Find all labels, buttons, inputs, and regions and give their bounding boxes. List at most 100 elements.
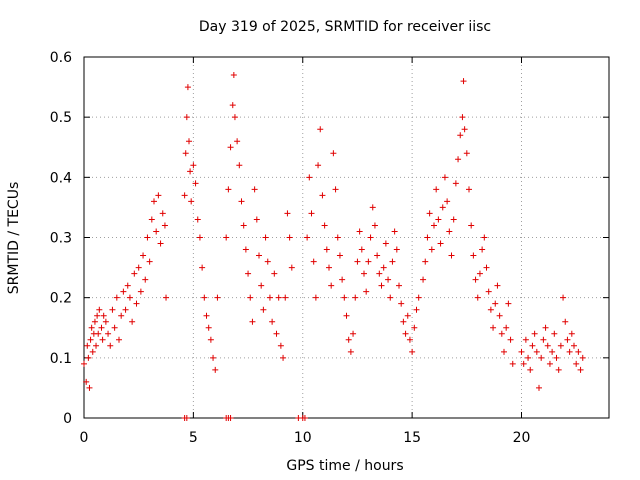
data-point — [135, 264, 142, 271]
data-point — [190, 162, 197, 169]
data-point — [577, 366, 584, 373]
data-point — [120, 288, 127, 295]
data-point — [98, 324, 105, 331]
data-point — [457, 132, 464, 139]
data-point — [194, 216, 201, 223]
data-point — [531, 330, 538, 337]
data-point — [159, 210, 166, 217]
data-point — [247, 294, 254, 301]
data-point — [466, 186, 472, 193]
data-point — [245, 270, 252, 277]
data-point — [536, 384, 542, 391]
y-tick-label: 0.3 — [50, 231, 72, 247]
data-point — [378, 282, 385, 289]
data-point — [161, 222, 168, 229]
data-point — [116, 336, 122, 343]
data-point — [518, 348, 525, 355]
data-point — [560, 294, 567, 301]
data-point — [223, 234, 230, 241]
data-point — [84, 342, 91, 349]
data-point — [321, 222, 328, 229]
data-point — [137, 288, 144, 295]
data-point — [89, 348, 96, 355]
data-point — [153, 228, 160, 235]
data-point — [242, 246, 249, 253]
data-point — [269, 318, 276, 325]
data-point — [227, 144, 234, 151]
data-point — [463, 150, 470, 157]
data-point — [400, 318, 407, 325]
x-tick-label: 20 — [513, 430, 531, 446]
data-point — [568, 330, 575, 337]
data-point — [181, 192, 188, 199]
y-tick-label: 0.2 — [50, 291, 72, 307]
data-point — [553, 354, 560, 361]
data-point — [420, 276, 427, 283]
data-point — [157, 240, 164, 247]
data-point — [251, 186, 258, 193]
data-point — [282, 294, 289, 301]
x-axis: 0 5 10 15 20 — [80, 57, 531, 446]
x-tick-label: 5 — [189, 430, 198, 446]
data-point — [520, 360, 527, 367]
data-point — [105, 330, 112, 337]
data-point — [446, 228, 453, 235]
data-point — [91, 318, 98, 325]
data-point — [557, 342, 564, 349]
data-point — [555, 366, 562, 373]
data-point — [527, 366, 534, 373]
data-point — [113, 294, 120, 301]
data-point — [455, 156, 462, 163]
data-point — [424, 234, 431, 241]
data-point — [490, 324, 497, 331]
data-point — [542, 324, 549, 331]
data-point — [540, 336, 547, 343]
data-point — [95, 330, 102, 337]
data-point — [163, 294, 170, 301]
data-point — [479, 246, 486, 253]
data-point — [182, 150, 189, 157]
y-tick-label: 0.4 — [50, 170, 72, 186]
data-point — [450, 216, 457, 223]
data-point — [369, 204, 376, 211]
data-point — [96, 306, 103, 313]
data-point — [253, 216, 260, 223]
data-point — [236, 162, 243, 169]
data-point — [358, 246, 365, 253]
data-point — [352, 294, 359, 301]
data-point — [142, 276, 149, 283]
data-point — [249, 318, 256, 325]
data-point — [319, 192, 326, 199]
data-point — [133, 300, 140, 307]
data-point — [575, 348, 582, 355]
data-point — [460, 78, 467, 85]
data-point — [240, 222, 247, 229]
data-point — [334, 234, 341, 241]
data-point — [199, 264, 206, 271]
data-point — [81, 360, 87, 367]
data-point — [485, 288, 492, 295]
y-axis: 0 0.1 0.2 0.3 0.4 0.5 0.6 — [50, 50, 609, 427]
data-point — [496, 312, 503, 319]
data-point — [505, 300, 512, 307]
data-point — [231, 114, 238, 121]
data-point — [374, 252, 381, 259]
data-point — [391, 228, 398, 235]
data-point — [452, 180, 459, 187]
y-tick-label: 0.5 — [50, 110, 72, 126]
plot-frame — [83, 56, 610, 419]
data-point — [277, 342, 284, 349]
data-point — [385, 276, 392, 283]
data-point — [538, 354, 545, 361]
data-point — [345, 336, 352, 343]
data-point — [301, 415, 308, 421]
y-tick-label: 0 — [63, 411, 72, 427]
data-point — [118, 312, 125, 319]
data-point — [330, 150, 337, 157]
data-point — [196, 234, 203, 241]
data-point — [551, 330, 558, 337]
data-point — [415, 294, 422, 301]
data-point — [361, 270, 367, 277]
data-point — [124, 282, 131, 289]
